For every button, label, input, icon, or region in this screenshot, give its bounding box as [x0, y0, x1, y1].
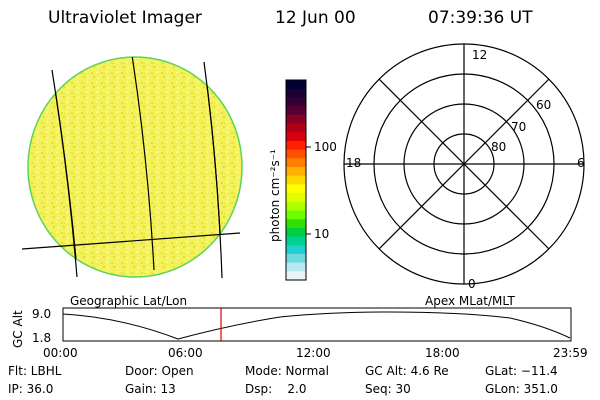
info-glat: GLat: −11.4 — [485, 364, 558, 378]
colorbar-band — [286, 253, 306, 264]
altitude-plot — [62, 307, 572, 342]
earth-disk-image — [21, 56, 243, 279]
colorbar-band — [286, 227, 306, 238]
colorbar-unit-label: photon cm⁻²s⁻¹ — [268, 149, 282, 242]
colorbar-band — [286, 262, 306, 272]
time-tick-1800: 18:00 — [425, 346, 460, 360]
altitude-tick-low: 1.8 — [32, 331, 52, 345]
mlt-label-12: 12 — [472, 48, 488, 62]
colorbar-band — [286, 140, 306, 151]
colorbar-band — [286, 245, 306, 255]
info-ip: IP: 36.0 — [8, 382, 54, 396]
lat-label-70: 70 — [511, 120, 527, 134]
color-scale-frame — [285, 79, 307, 281]
colorbar-band — [286, 123, 306, 133]
colorbar-band — [286, 184, 306, 194]
apex-grid-label: Apex MLat/MLT — [425, 294, 515, 308]
equator-line — [21, 232, 241, 250]
colorbar-band — [286, 271, 306, 281]
time-tick-0600: 06:00 — [168, 346, 203, 360]
polar-mlt-plot — [343, 43, 585, 285]
colorbar-band — [286, 236, 306, 246]
colorbar-band — [286, 106, 306, 116]
date-label: 12 Jun 00 — [275, 8, 356, 28]
colorbar-band — [286, 201, 306, 212]
time-label: 07:39:36 UT — [428, 8, 533, 28]
info-filter: Flt: LBHL — [8, 364, 62, 378]
colorbar-band — [286, 175, 306, 185]
lat-label-60: 60 — [536, 98, 552, 112]
time-tick-1200: 12:00 — [296, 346, 331, 360]
time-tick-0000: 00:00 — [43, 346, 78, 360]
colorbar-band — [286, 166, 306, 177]
instrument-title: Ultraviolet Imager — [48, 8, 202, 28]
colorbar-label-100: 100 — [314, 140, 337, 154]
info-gain: Gain: 13 — [125, 382, 176, 396]
geographic-grid-label: Geographic Lat/Lon — [70, 294, 188, 308]
info-glon: GLon: 351.0 — [485, 382, 558, 396]
colorbar-band — [286, 114, 306, 125]
colorbar-band — [286, 97, 306, 107]
colorbar-band — [286, 132, 306, 142]
info-mode: Mode: Normal — [245, 364, 329, 378]
colorbar-band — [286, 193, 306, 203]
mlt-label-18: 18 — [346, 156, 362, 170]
info-seq: Seq: 30 — [365, 382, 411, 396]
mlt-label-6: 6 — [577, 156, 585, 170]
color-scale-bar — [286, 80, 306, 281]
colorbar-band — [286, 80, 306, 90]
altitude-axis-title: GC Alt — [11, 310, 25, 348]
colorbar-band — [286, 149, 306, 159]
colorbar-label-10: 10 — [314, 227, 330, 241]
colorbar-band — [286, 219, 306, 229]
info-gc-alt: GC Alt: 4.6 Re — [365, 364, 449, 378]
colorbar-band — [286, 88, 306, 98]
colorbar-band — [286, 210, 306, 220]
info-door: Door: Open — [125, 364, 194, 378]
colorbar-band — [286, 158, 306, 168]
lat-label-80: 80 — [491, 140, 507, 154]
mlt-label-0: 0 — [468, 277, 476, 291]
altitude-tick-high: 9.0 — [32, 307, 52, 321]
time-tick-2359: 23:59 — [553, 346, 588, 360]
info-dsp: Dsp: 2.0 — [245, 382, 307, 396]
